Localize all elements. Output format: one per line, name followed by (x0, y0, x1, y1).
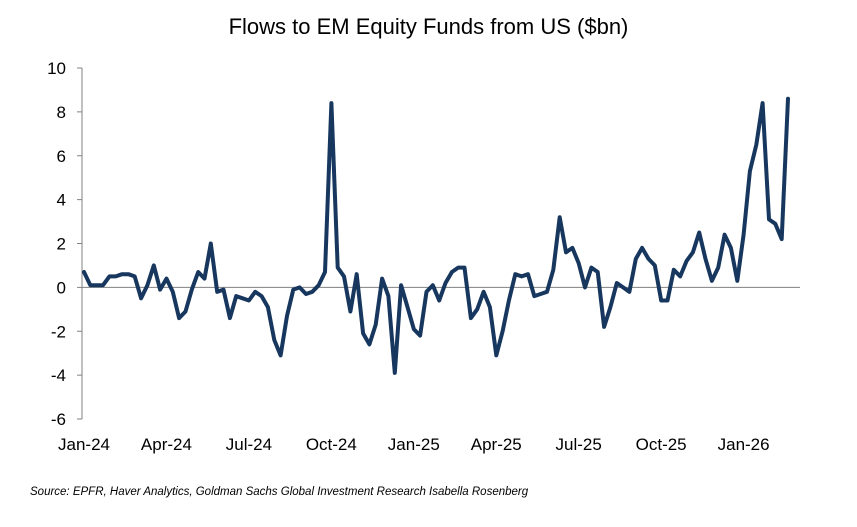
y-tick-label: 10 (47, 59, 66, 78)
x-tick-label: Apr-25 (471, 435, 522, 454)
x-tick-label: Jan-25 (388, 435, 440, 454)
series-line (82, 96, 790, 375)
x-tick-label: Oct-24 (306, 435, 357, 454)
y-tick-label: -6 (51, 410, 66, 429)
y-tick-label: -2 (51, 322, 66, 341)
y-tick-label: 6 (57, 147, 66, 166)
y-tick-label: 2 (57, 235, 66, 254)
source-note: Source: EPFR, Haver Analytics, Goldman S… (30, 486, 529, 498)
x-tick-label: Apr-24 (141, 435, 192, 454)
chart-title: Flows to EM Equity Funds from US ($bn) (228, 14, 629, 39)
x-tick-label: Jan-26 (718, 435, 770, 454)
y-tick-label: 4 (57, 191, 66, 210)
y-tick-label: 8 (57, 103, 66, 122)
x-tick-label: Jan-24 (58, 435, 110, 454)
y-tick-label: -4 (51, 366, 66, 385)
x-tick-label: Jul-25 (556, 435, 602, 454)
y-tick-label: 0 (57, 278, 66, 297)
x-tick-label: Jul-24 (226, 435, 272, 454)
x-tick-label: Oct-25 (636, 435, 687, 454)
